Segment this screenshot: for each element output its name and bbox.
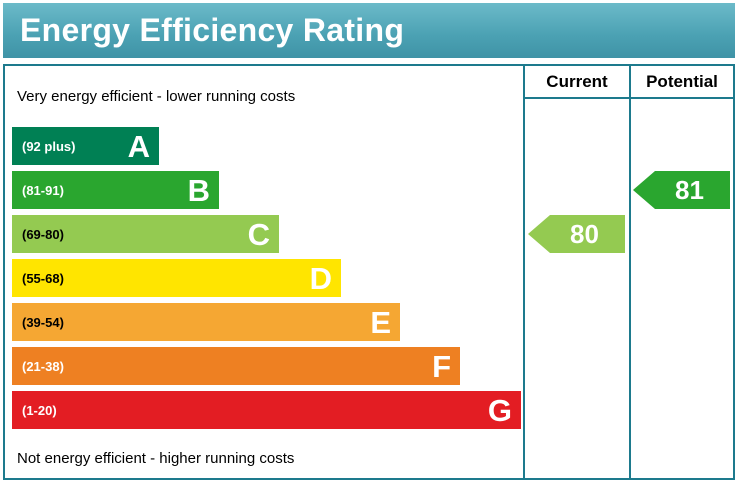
current-column: Current <box>523 66 629 478</box>
current-rating-arrow: 80 <box>528 215 625 253</box>
chart-area: Current Potential Very energy efficient … <box>3 64 735 480</box>
potential-column: Potential <box>629 66 733 478</box>
current-rating-value: 80 <box>570 218 599 249</box>
band-e-letter: E <box>370 304 391 340</box>
band-c: (69-80) C <box>12 215 279 253</box>
band-g-range: (1-20) <box>22 402 57 418</box>
band-d-range: (55-68) <box>22 270 64 286</box>
band-g: (1-20) G <box>12 391 521 429</box>
band-b-letter: B <box>187 172 210 208</box>
potential-rating-value: 81 <box>675 174 704 205</box>
band-a-letter: A <box>127 128 150 164</box>
band-f-letter: F <box>432 348 451 384</box>
band-c-letter: C <box>247 216 270 252</box>
band-d: (55-68) D <box>12 259 341 297</box>
band-b: (81-91) B <box>12 171 219 209</box>
band-g-letter: G <box>487 392 512 428</box>
page-title: Energy Efficiency Rating <box>20 12 405 48</box>
band-f: (21-38) F <box>12 347 460 385</box>
band-e: (39-54) E <box>12 303 400 341</box>
current-column-header: Current <box>525 66 629 99</box>
band-f-range: (21-38) <box>22 358 64 374</box>
bottom-note: Not energy efficient - higher running co… <box>17 450 295 467</box>
band-a: (92 plus) A <box>12 127 159 165</box>
band-d-letter: D <box>309 260 332 296</box>
potential-rating-arrow: 81 <box>633 171 730 209</box>
band-a-range: (92 plus) <box>22 138 76 154</box>
band-b-range: (81-91) <box>22 182 64 198</box>
band-c-range: (69-80) <box>22 226 64 242</box>
band-e-range: (39-54) <box>22 314 64 330</box>
top-note: Very energy efficient - lower running co… <box>17 88 296 105</box>
potential-column-header: Potential <box>631 66 733 99</box>
title-bar: Energy Efficiency Rating <box>3 3 735 58</box>
